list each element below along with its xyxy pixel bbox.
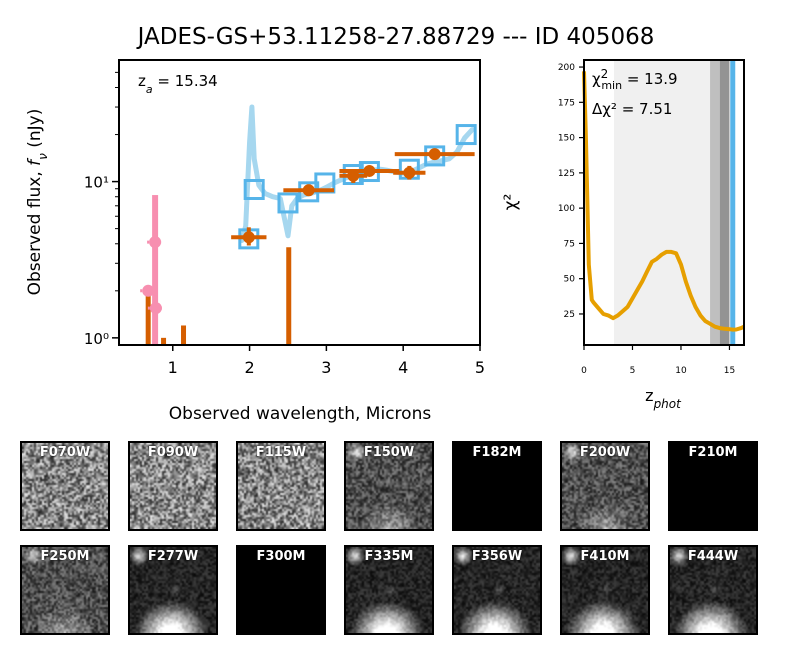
limit-errorbar <box>152 195 159 345</box>
observed-flux-point <box>428 148 441 161</box>
cutout-image <box>22 547 108 633</box>
chi2-shade-mid <box>710 60 720 345</box>
cutout-f090w: F090W <box>128 441 218 531</box>
sed-ylabel: Observed flux, fν (nJy) <box>25 109 50 296</box>
cutout-label: F182M <box>472 445 522 460</box>
observed-flux-point <box>403 166 416 179</box>
sed-xtick-label: 5 <box>475 358 485 377</box>
chi2-ytick-label: 25 <box>564 310 575 320</box>
chi2-ytick-label: 50 <box>564 275 576 285</box>
chi2-frame <box>583 59 745 346</box>
limit-point <box>149 302 162 315</box>
figure-title: JADES-GS+53.11258-27.88729 --- ID 405068 <box>136 24 655 50</box>
chi2-panel: 0 5 10 15 25 50 75 100 125 150 175 200 χ2 min = 13.9… <box>501 59 745 411</box>
cutout-image <box>670 547 756 633</box>
chi2-ytick-label: 200 <box>558 63 575 73</box>
sed-xtick-label: 4 <box>398 358 408 377</box>
cutout-image <box>562 547 648 633</box>
chi2-ytick-label: 175 <box>558 98 575 108</box>
sed-frame <box>118 59 481 346</box>
cutout-f277w: F277W <box>128 545 218 635</box>
chi2-ytick-label: 125 <box>558 169 575 179</box>
delta-chi2-annotation: Δχ² = 7.51 <box>592 100 672 118</box>
limit-point <box>149 236 162 249</box>
cutout-label: F200W <box>579 445 631 460</box>
observed-flux-point <box>302 184 315 197</box>
chi2-xtick-label: 5 <box>630 366 636 376</box>
model-photometry-point <box>455 124 477 146</box>
sed-xtick-label: 2 <box>244 358 254 377</box>
sed-xtick-label: 3 <box>321 358 331 377</box>
cutout-f250m: F250M <box>20 545 110 635</box>
cutout-image <box>454 547 540 633</box>
cutout-label: F210M <box>688 445 738 460</box>
chi2-xlabel: zphot <box>645 386 682 411</box>
cutout-f410m: F410M <box>560 545 650 635</box>
model-photometry-point <box>243 179 265 201</box>
sed-xtick-label: 1 <box>168 358 178 377</box>
cutout-image <box>238 443 324 529</box>
cutout-f444w: F444W <box>668 545 758 635</box>
sed-ytick-label: 10⁰ <box>84 330 109 348</box>
cutout-label: F335M <box>364 549 414 564</box>
chi2-xtick-label: 15 <box>724 366 735 376</box>
cutout-f150w: F150W <box>344 441 434 531</box>
observed-flux-bar <box>145 290 151 345</box>
sed-ytick-label: 10¹ <box>84 174 109 192</box>
cutout-image <box>670 443 756 529</box>
figure: JADES-GS+53.11258-27.88729 --- ID 405068… <box>25 24 745 424</box>
cutout-label: F356W <box>471 549 523 564</box>
limit-point <box>142 284 155 297</box>
cutout-f356w: F356W <box>452 545 542 635</box>
cutout-f335m: F335M <box>344 545 434 635</box>
cutout-label: F115W <box>255 445 307 460</box>
cutout-image <box>130 547 216 633</box>
observed-flux-point <box>242 231 255 244</box>
chi2-xtick-label: 0 <box>581 366 587 376</box>
chi2-min-annotation: χ2 min = 13.9 <box>592 67 678 92</box>
chi2-ytick-label: 150 <box>558 134 575 144</box>
chi2-xtick-label: 10 <box>675 366 687 376</box>
cutout-image <box>346 547 432 633</box>
sed-panel: 1 2 3 4 5 10⁰ 10¹ za = 15.34 Observed waveleng… <box>25 59 485 424</box>
observed-flux-bar <box>161 337 167 345</box>
cutout-f300m: F300M <box>236 545 326 635</box>
chi2-ylabel: χ² <box>501 194 521 211</box>
cutout-label: F090W <box>147 445 199 460</box>
sed-xlabel: Observed wavelength, Microns <box>169 404 432 424</box>
cutout-f070w: F070W <box>20 441 110 531</box>
observed-flux-bar <box>286 247 292 345</box>
cutout-image <box>22 443 108 529</box>
chi2-ytick-label: 100 <box>558 204 575 214</box>
cutout-f200w: F200W <box>560 441 650 531</box>
cutout-label: F277W <box>147 549 199 564</box>
chi2-curve <box>582 71 745 332</box>
cutout-f182m: F182M <box>452 441 542 531</box>
cutout-label: F410M <box>580 549 630 564</box>
chi2-ytick-label: 75 <box>564 239 575 249</box>
sed-redshift-annotation: za = 15.34 <box>138 72 218 96</box>
cutout-image <box>238 547 324 633</box>
cutout-label: F070W <box>39 445 91 460</box>
cutout-image <box>454 443 540 529</box>
cutout-label: F300M <box>256 549 306 564</box>
cutout-label: F444W <box>687 549 739 564</box>
cutout-f210m: F210M <box>668 441 758 531</box>
cutout-image <box>130 443 216 529</box>
observed-flux-point <box>363 164 376 177</box>
model-photometry-point <box>277 192 299 214</box>
cutout-label: F150W <box>363 445 415 460</box>
cutout-label: F250M <box>40 549 90 564</box>
observed-flux-bar <box>181 325 187 345</box>
chi2-shade-dark <box>719 60 730 345</box>
cutout-image <box>346 443 432 529</box>
cutout-image <box>562 443 648 529</box>
chi2-shade-light <box>614 60 711 345</box>
cutout-f115w: F115W <box>236 441 326 531</box>
